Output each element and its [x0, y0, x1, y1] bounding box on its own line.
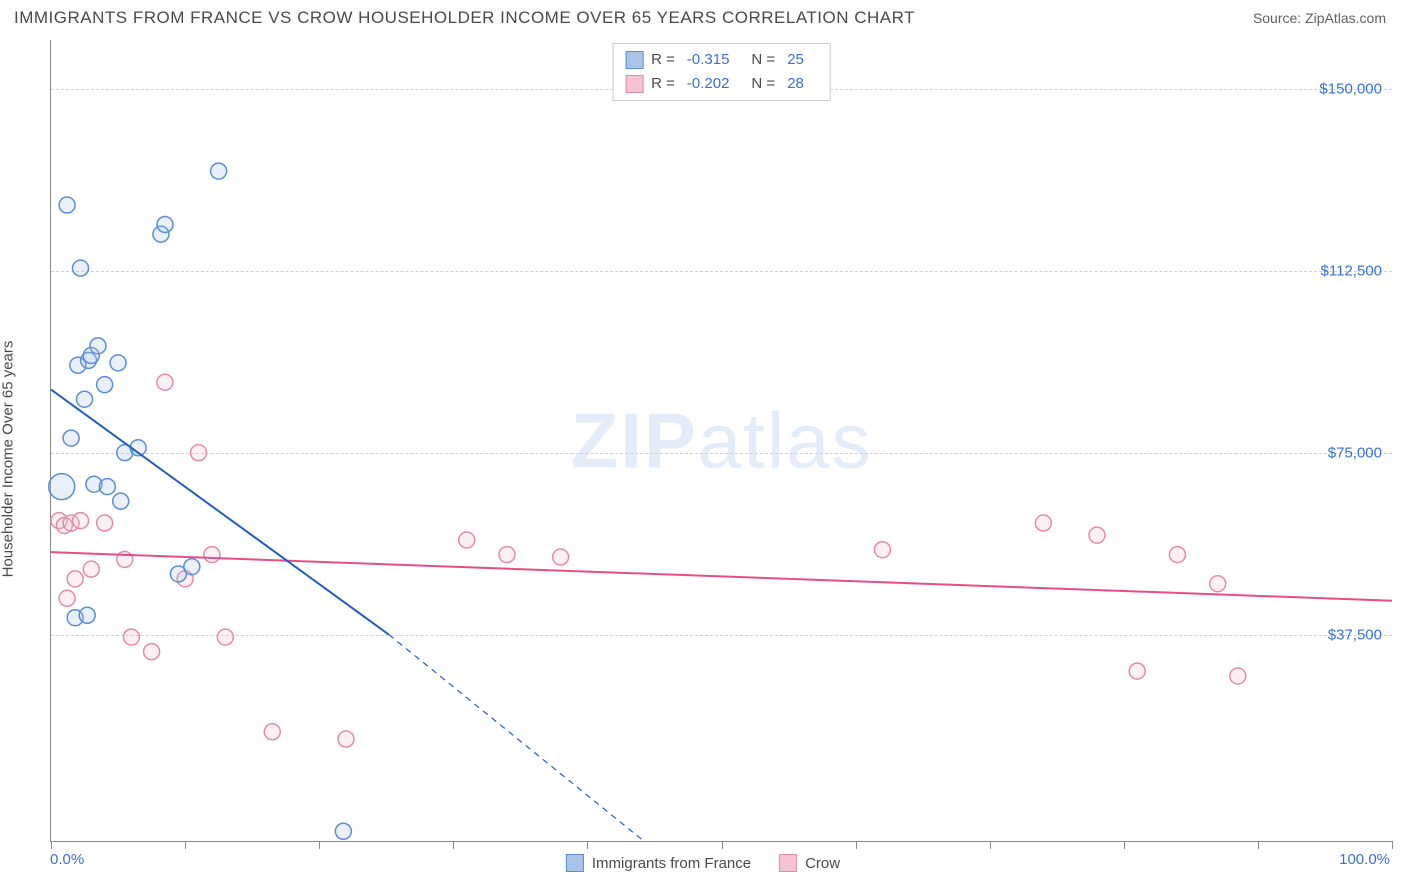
data-point	[144, 644, 160, 660]
legend-row-crow: R = -0.202 N = 28	[625, 72, 818, 96]
legend-label-crow: Crow	[805, 855, 840, 872]
legend-item-france: Immigrants from France	[566, 854, 751, 872]
data-point	[73, 260, 89, 276]
data-point	[211, 163, 227, 179]
n-value-crow: 28	[787, 72, 804, 96]
data-point	[59, 590, 75, 606]
n-value-france: 25	[787, 48, 804, 72]
data-point	[204, 547, 220, 563]
chart-header: IMMIGRANTS FROM FRANCE VS CROW HOUSEHOLD…	[0, 0, 1406, 32]
data-point	[123, 629, 139, 645]
data-point	[157, 374, 173, 390]
data-point	[184, 559, 200, 575]
data-point	[1169, 547, 1185, 563]
data-point	[1035, 515, 1051, 531]
data-point	[77, 391, 93, 407]
n-label: N =	[751, 48, 775, 72]
data-point	[73, 513, 89, 529]
y-axis-label: Householder Income Over 65 years	[0, 341, 17, 578]
data-point	[1089, 527, 1105, 543]
data-point	[499, 547, 515, 563]
data-point	[79, 607, 95, 623]
data-point	[1210, 576, 1226, 592]
swatch-france-icon	[566, 854, 584, 872]
swatch-france	[625, 51, 643, 69]
n-label: N =	[751, 72, 775, 96]
data-point	[63, 430, 79, 446]
scatter-svg	[51, 40, 1392, 841]
legend-item-crow: Crow	[779, 854, 840, 872]
source-attribution: Source: ZipAtlas.com	[1253, 10, 1386, 26]
data-point	[110, 355, 126, 371]
correlation-legend: R = -0.315 N = 25 R = -0.202 N = 28	[612, 43, 831, 101]
chart-title: IMMIGRANTS FROM FRANCE VS CROW HOUSEHOLD…	[14, 8, 915, 28]
chart-area: Householder Income Over 65 years ZIPatla…	[14, 40, 1392, 878]
data-point	[335, 823, 351, 839]
data-point	[90, 338, 106, 354]
plot-region: ZIPatlas $37,500$75,000$112,500$150,000 …	[50, 40, 1392, 842]
swatch-crow	[625, 75, 643, 93]
data-point	[1129, 663, 1145, 679]
r-value-france: -0.315	[687, 48, 730, 72]
data-point	[459, 532, 475, 548]
data-point	[99, 479, 115, 495]
source-label: Source:	[1253, 10, 1305, 26]
swatch-crow-icon	[779, 854, 797, 872]
legend-label-france: Immigrants from France	[592, 855, 751, 872]
x-axis-max-label: 100.0%	[1339, 851, 1390, 868]
r-label: R =	[651, 48, 675, 72]
data-point	[157, 216, 173, 232]
series-legend: Immigrants from France Crow	[566, 854, 840, 872]
data-point	[217, 629, 233, 645]
legend-row-france: R = -0.315 N = 25	[625, 48, 818, 72]
data-point	[97, 515, 113, 531]
r-value-crow: -0.202	[687, 72, 730, 96]
data-point	[338, 731, 354, 747]
data-point	[59, 197, 75, 213]
data-point	[874, 542, 890, 558]
data-point	[97, 377, 113, 393]
data-point	[113, 493, 129, 509]
trend-line-extrapolated	[389, 635, 644, 841]
x-axis-min-label: 0.0%	[50, 851, 84, 868]
r-label: R =	[651, 72, 675, 96]
data-point	[67, 571, 83, 587]
trend-line	[51, 390, 389, 635]
data-point	[83, 561, 99, 577]
trend-line	[51, 552, 1392, 601]
data-point	[1230, 668, 1246, 684]
data-point	[49, 474, 75, 500]
data-point	[264, 724, 280, 740]
source-link[interactable]: ZipAtlas.com	[1305, 10, 1386, 26]
data-point	[191, 445, 207, 461]
data-point	[553, 549, 569, 565]
